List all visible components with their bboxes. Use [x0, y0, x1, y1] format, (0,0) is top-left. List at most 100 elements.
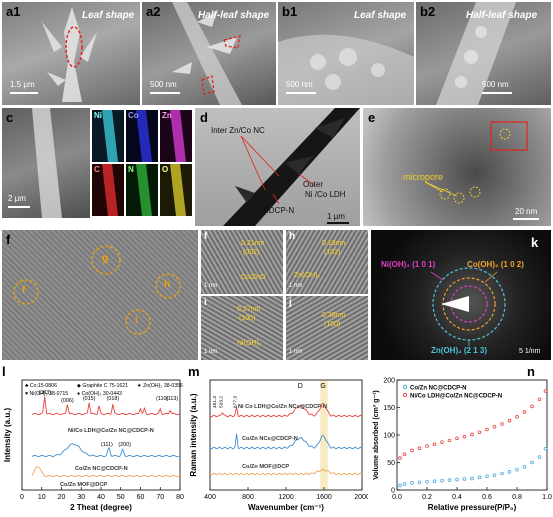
- inset-i: i 0.27nm (100) Ni(OH)₂ 1 nm: [201, 296, 283, 360]
- scale-bar-b2: [482, 92, 512, 94]
- ring-label-ni-oh2: Ni(OH)₂ (1 0 1): [381, 260, 436, 269]
- caption-b1: Leaf shape: [354, 10, 407, 21]
- inset-h: h 0.18nm (102) Zn(OH)₂ 1 nm: [286, 230, 368, 294]
- point-n-0-3: [417, 480, 422, 485]
- half-leaf-structure-image: [172, 2, 242, 105]
- peak-label-m-0: 461.3: [212, 396, 218, 408]
- point-n-0-15: [507, 470, 512, 474]
- scale-text-a1: 1.5 μm: [10, 80, 35, 89]
- leaf-structure-image: [42, 7, 97, 102]
- series-m-2: [209, 468, 363, 476]
- circle-label-g: g: [102, 253, 109, 264]
- legend-label-n-1: Ni/Co LDH@Co/Zn NC@CDCP-N: [410, 394, 502, 400]
- y-tick-label-n-3: 150: [383, 405, 395, 412]
- inset-plane-j: (100): [324, 321, 341, 328]
- x-axis-label-n: Relative pressure(P/P₀): [428, 503, 517, 512]
- series-m-1: [209, 433, 363, 450]
- saed-pattern-image: [430, 267, 506, 346]
- annot-ni-co-ldh: Ni /Co LDH: [305, 190, 346, 199]
- legend-marker-n-0: [402, 384, 408, 390]
- point-n-1-20: [543, 389, 548, 393]
- inset-scale-j: 1 nm: [289, 349, 303, 355]
- point-n-1-6: [440, 440, 444, 444]
- caption-b2: Half-leaf shape: [466, 10, 538, 21]
- point-n-0-5: [432, 479, 437, 483]
- legend-l-2: ★ Zn(OH)₂ 38-0356: [137, 383, 183, 389]
- inset-j: j 0.36nm (100) 1 nm: [286, 296, 368, 360]
- point-n-0-7: [447, 478, 452, 482]
- inset-f: f 0.21nm (002) Co/ZnO 1 nm: [201, 230, 283, 294]
- eds-label-n: N: [128, 165, 134, 174]
- panel-label-k: k: [531, 235, 539, 250]
- point-n-0-12: [485, 474, 489, 479]
- x-tick-label-l-6: 60: [137, 494, 145, 501]
- series-label-m-0: Ni Co LDH@Co/Zn NCs@CDCP-N: [238, 404, 327, 410]
- caption-a2: Half-leaf shape: [198, 10, 270, 21]
- point-n-1-12: [485, 427, 489, 432]
- inset-label-h: h: [289, 231, 296, 242]
- y-axis-label-l: Intensity (a.u.): [3, 408, 12, 463]
- tem-micropore-image: [424, 121, 528, 204]
- panel-label-a1: a1: [6, 4, 21, 19]
- panel-k-saed: k Ni(OH)₂ (1 0 1) Co(OH)₂ (1 0 2) Zn(OH)…: [371, 230, 551, 360]
- point-n-0-16: [515, 467, 519, 472]
- scale-bar-b1: [286, 92, 316, 94]
- y-tick-label-n-2: 100: [383, 433, 395, 440]
- scale-text-k: 5 1/nm: [519, 348, 541, 355]
- x-tick-label-m-2: 1200: [278, 494, 294, 501]
- point-n-1-15: [507, 418, 512, 423]
- y-tick-label-n-4: 200: [383, 378, 395, 385]
- eds-map-co: Co: [126, 110, 158, 162]
- point-n-0-18: [530, 460, 534, 465]
- x-tick-label-n-0: 0.0: [392, 494, 402, 501]
- xrd-chart-l: l 0 10 20 30 40 50 60 70 80 2 Theat (degree) Intens…: [2, 364, 184, 512]
- inset-label-j: j: [289, 297, 292, 308]
- annot-cdcp-n: CDCP-N: [263, 206, 295, 215]
- x-tick-label-n-1: 0.2: [422, 494, 432, 501]
- point-n-0-4: [425, 479, 429, 484]
- peak-label-m-1: 533.2: [219, 396, 225, 408]
- eds-map-ni: Ni: [92, 110, 124, 162]
- inset-scale-h: 1 nm: [289, 283, 303, 289]
- inset-scale-f: 1 nm: [204, 283, 218, 289]
- leaf-shape-b1-image: [278, 34, 414, 105]
- x-tick-label-m-4: 2000: [354, 494, 368, 501]
- point-n-1-5: [432, 442, 437, 447]
- scale-text-b2: 500 nm: [482, 80, 509, 89]
- peak-label-l-5: (113): [166, 396, 178, 402]
- band-label-d: D: [298, 383, 303, 390]
- series-m-0: [209, 402, 363, 418]
- legend-l-3: ♥ Ni(OH)₂ 38-0715: [25, 391, 68, 397]
- g-band-highlight: [320, 381, 328, 489]
- peak-label-m-2: 677.3: [232, 396, 238, 408]
- sem-panel-b2: b2 Half-leaf shape 500 nm: [416, 2, 551, 105]
- series-l-1: [31, 443, 181, 458]
- eds-label-c: C: [94, 165, 100, 174]
- scale-bar-a1: [10, 92, 38, 94]
- panel-label-a2: a2: [146, 4, 161, 19]
- inset-lattice-f: 0.21nm: [241, 240, 265, 247]
- x-tick-label-m-3: 1600: [316, 494, 332, 501]
- circle-label-i: i: [135, 315, 138, 326]
- point-n-0-17: [522, 465, 527, 469]
- y-axis-label-m: Raman intensity (a.u.): [189, 393, 198, 476]
- x-tick-label-n-5: 1.0: [542, 494, 552, 501]
- eds-label-zn: Zn: [162, 111, 172, 120]
- legend-l-4: ● Co(OH)₂ 30-0443: [77, 391, 122, 397]
- panel-label-e: e: [368, 110, 376, 125]
- inset-plane-f: (002): [243, 249, 260, 256]
- panel-label-b1: b1: [282, 4, 298, 19]
- panel-label-l: l: [2, 364, 6, 379]
- scale-text-e: 20 nm: [515, 207, 538, 216]
- panel-d-tem: d Inter Zn/Co NC Outer Ni /Co LDH CDCP-N…: [195, 108, 360, 226]
- inset-label-i: i: [204, 297, 207, 308]
- point-n-1-2: [410, 448, 414, 453]
- eds-map-zn: Zn: [160, 110, 192, 162]
- point-n-1-13: [492, 424, 497, 429]
- point-n-1-1: [402, 452, 407, 457]
- panel-label-b2: b2: [420, 4, 436, 19]
- inset-phase-f: Co/ZnO: [241, 274, 266, 281]
- inset-lattice-h: 0.18nm: [322, 240, 346, 247]
- annot-micropore: micropore: [403, 172, 444, 182]
- x-tick-label-l-2: 20: [58, 494, 66, 501]
